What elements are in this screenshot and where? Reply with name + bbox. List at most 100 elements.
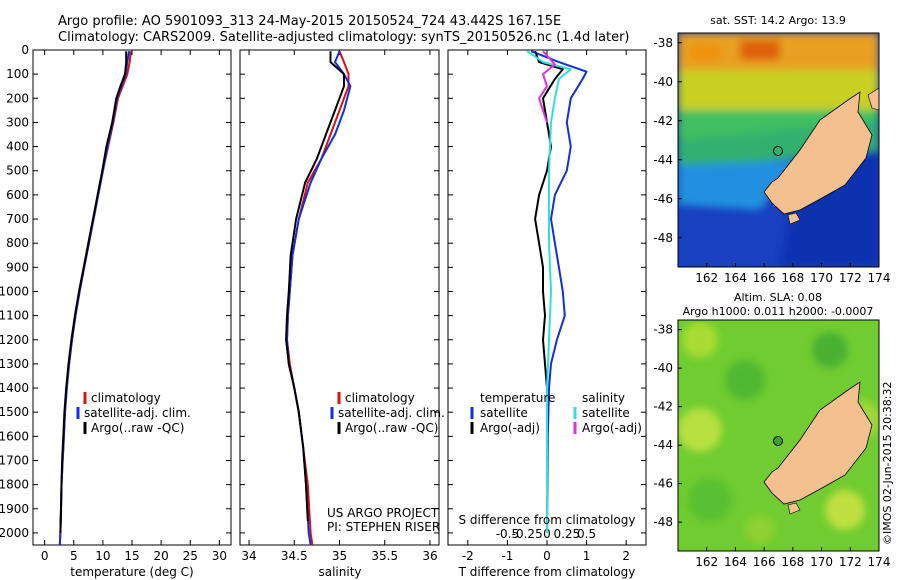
ytick-label: 200 (6, 91, 29, 105)
xtick-label: 5 (70, 549, 78, 563)
difference-xlabel2: S difference from climatology (459, 513, 636, 527)
series-line-salinity-argo-adj- (538, 50, 556, 123)
ytick-label: 900 (6, 260, 29, 274)
map-ytick-label: -48 (653, 231, 673, 245)
xtick-label: 34 (241, 549, 256, 563)
xtick-label: 15 (124, 549, 139, 563)
legend-label-t-argo: Argo(-adj) (480, 421, 540, 435)
difference-axes: -2 -1 0 1 2 -0.5-0.25 0 0.250.5 (448, 49, 646, 563)
series-line-satellite-adj-clim- (286, 50, 352, 545)
temperature-xlabel: temperature (deg C) (70, 565, 193, 579)
xtick2-label: 0.5 (577, 527, 596, 541)
ytick-label: 1500 (0, 405, 29, 419)
ytick-label: 700 (6, 212, 29, 226)
map-xtick-label: 174 (868, 555, 891, 569)
sla-map (678, 320, 879, 551)
map-ytick-label: -44 (653, 438, 673, 452)
sst-map-axes: 162 164 166 168 170 172 174 -38 -40 -42 -44 -46 -48 (653, 36, 890, 285)
series-line-argo-raw-qc- (59, 51, 128, 533)
xtick-label: 30 (212, 549, 227, 563)
xtick2-label: -0.25 (512, 527, 543, 541)
ytick-label: 800 (6, 236, 29, 250)
xtick-label: 35 (332, 549, 347, 563)
map-ytick-label: -42 (653, 400, 673, 414)
map-xtick-label: 170 (810, 555, 833, 569)
pi-annotation: PI: STEPHEN RISER (327, 520, 440, 534)
sla-map-subtitle: Argo h1000: 0.011 h2000: -0.0007 (683, 305, 874, 318)
ytick-label: 1100 (0, 309, 29, 323)
temperature-legend: climatology satellite-adj. clim. Argo(..… (76, 391, 191, 435)
legend-label-argo: Argo(..raw -QC) (91, 421, 184, 435)
stewart-island-land (787, 502, 801, 515)
map-xtick-label: 168 (781, 555, 804, 569)
xtick-label: 0 (543, 549, 551, 563)
ytick-label: 1600 (0, 429, 29, 443)
ytick-label: 400 (6, 140, 29, 154)
series-line-satellite (530, 50, 588, 533)
xtick2-label: 0 (543, 527, 551, 541)
ytick-label: 1300 (0, 357, 29, 371)
xtick-label: -2 (462, 549, 474, 563)
map-ytick-label: -46 (653, 192, 673, 206)
map-ytick-label: -46 (653, 477, 673, 491)
map-xtick-label: 162 (695, 271, 718, 285)
ytick-label: 1900 (0, 502, 29, 516)
ytick-label: 500 (6, 164, 29, 178)
difference-series (526, 50, 588, 533)
argo-location-marker (773, 146, 783, 156)
ytick-label: 0 (21, 43, 29, 57)
project-annotation: US ARGO PROJECT (327, 506, 439, 520)
map-xtick-label: 164 (724, 555, 747, 569)
map-ytick-label: -48 (653, 515, 673, 529)
series-line-salinity-satellite (526, 50, 572, 533)
ytick-label: 600 (6, 188, 29, 202)
map-ytick-label: -42 (653, 114, 673, 128)
temperature-series (58, 51, 132, 545)
ytick-label: 1700 (0, 453, 29, 467)
series-line-argo-adj- (534, 50, 564, 521)
xtick-label: 0 (41, 549, 49, 563)
legend-label-s-satellite: satellite (582, 406, 630, 420)
map-xtick-label: 170 (810, 271, 833, 285)
ytick-label: 1000 (0, 284, 29, 298)
sst-map-title: sat. SST: 14.2 Argo: 13.9 (710, 14, 846, 27)
legend-label-s-argo: Argo(-adj) (582, 421, 642, 435)
south-island-land (763, 381, 873, 505)
map-xtick-label: 166 (753, 271, 776, 285)
xtick-label: 10 (95, 549, 110, 563)
xtick-label: 35.5 (371, 549, 398, 563)
ytick-label: 1800 (0, 478, 29, 492)
series-line-satellite-adj-clim- (58, 51, 131, 545)
ytick-label: 1400 (0, 381, 29, 395)
legend-label-climatology: climatology (91, 391, 161, 405)
map-ytick-label: -44 (653, 153, 673, 167)
xtick2-label: -0.5 (496, 527, 519, 541)
map-xtick-label: 174 (868, 271, 891, 285)
series-line-argo-raw-qc- (285, 51, 345, 521)
north-island-land (867, 87, 879, 111)
imos-credit: ©IMOS 02-Jun-2015 20:38:32 (881, 381, 894, 545)
legend-label-t-satellite: satellite (480, 406, 528, 420)
map-ytick-label: -38 (653, 36, 673, 50)
legend-label-climatology: climatology (345, 391, 415, 405)
map-ytick-label: -40 (653, 75, 673, 89)
sla-map-title: Altim. SLA: 0.08 (734, 291, 822, 304)
map-xtick-label: 172 (839, 271, 862, 285)
xtick-label: 34.5 (281, 549, 308, 563)
salinity-axes: 34 34.5 35 35.5 36 (240, 49, 439, 563)
argo-location-marker (773, 436, 783, 446)
south-island-land (763, 91, 873, 215)
xtick-label: 20 (153, 549, 168, 563)
series-line-climatology (58, 51, 132, 545)
difference-xlabel: T difference from climatology (458, 565, 636, 579)
map-ytick-label: -40 (653, 361, 673, 375)
xtick-label: 1 (583, 549, 591, 563)
sst-map-frame (677, 32, 880, 268)
header-line1: Argo profile: AO 5901093_313 24-May-2015… (58, 14, 561, 29)
map-xtick-label: 162 (695, 555, 718, 569)
salinity-series (285, 50, 352, 545)
sst-map (678, 33, 879, 267)
ytick-label: 2000 (0, 526, 29, 540)
map-xtick-label: 168 (781, 271, 804, 285)
